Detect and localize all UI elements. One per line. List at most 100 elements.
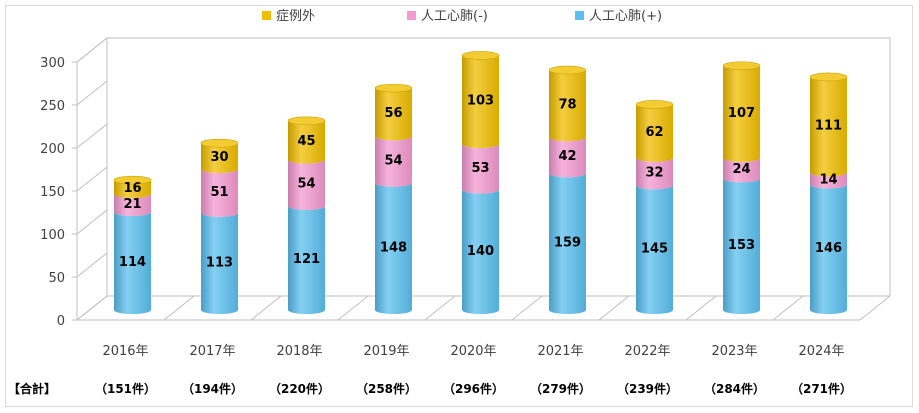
- bar-segment: [549, 137, 586, 178]
- bar-segment: [723, 65, 760, 162]
- y-tick-depth: [76, 209, 108, 235]
- data-label: 146: [815, 241, 842, 256]
- bar-segment: [810, 76, 847, 177]
- data-label: 56: [384, 106, 402, 121]
- x-category-label: 2021年: [537, 344, 583, 359]
- bar-cap: [722, 61, 761, 71]
- bar-segment: [201, 212, 239, 314]
- x-category-label: 2016年: [102, 344, 148, 359]
- legend-swatch: [407, 11, 416, 20]
- data-label: 54: [384, 154, 402, 169]
- bar-cap: [635, 100, 674, 109]
- legend-swatch: [262, 11, 271, 20]
- data-label: 45: [297, 134, 315, 149]
- y-axis-ticks: 0 50 100 150 200 250 300: [40, 37, 108, 329]
- y-tick-label: 150: [40, 185, 65, 200]
- data-label: 54: [297, 177, 315, 192]
- data-label: 53: [471, 161, 489, 176]
- x-axis-categories: 2016年 2017年 2018年 2019年 2020年 2021年 2022年 2023年…: [102, 344, 844, 359]
- data-label: 111: [815, 119, 842, 134]
- bar-cap: [461, 51, 500, 60]
- y-tick-label: 50: [48, 271, 65, 286]
- bar-segment: [114, 180, 152, 198]
- bar-segment: [462, 144, 499, 194]
- y-tick-label: 200: [40, 142, 65, 157]
- data-label: 30: [210, 150, 228, 165]
- x-category-label: 2023年: [711, 344, 757, 359]
- bar-segment: [810, 184, 847, 314]
- bar-segment: [288, 159, 325, 210]
- bar-segment: [375, 182, 413, 314]
- total-label: （220件）: [269, 381, 330, 396]
- y-tick-label: 250: [40, 99, 65, 114]
- bar-segment: [288, 120, 325, 164]
- data-label: 114: [119, 255, 146, 270]
- total-label: （151件）: [95, 381, 156, 396]
- bar-segment: [462, 55, 499, 149]
- totals-row: 【合計】 （151件） （194件） （220件） （258件） （296件） （279件…: [8, 381, 852, 396]
- floor-right: [859, 295, 891, 321]
- data-label: 148: [380, 240, 407, 255]
- bar-cap: [809, 72, 848, 82]
- floor-divider: [337, 295, 369, 321]
- x-category-label: 2020年: [450, 344, 496, 359]
- bar-segment: [288, 205, 325, 314]
- chart-frame: [5, 5, 913, 407]
- data-label: 78: [558, 98, 576, 113]
- total-label: （271件）: [791, 381, 852, 396]
- y-tick-depth: [76, 252, 108, 278]
- bar-segment: [114, 211, 152, 314]
- bar-cap: [113, 175, 152, 185]
- bar-segment: [114, 193, 152, 216]
- bar-segment: [549, 173, 586, 314]
- y-tick-label: 300: [40, 56, 65, 71]
- bar-segment: [375, 136, 413, 187]
- bar-segment: [636, 185, 673, 314]
- data-label: 140: [467, 244, 494, 259]
- totals-heading: 【合計】: [8, 381, 56, 396]
- x-category-label: 2019年: [363, 344, 409, 359]
- y-tick-depth: [76, 123, 108, 149]
- bar-segment: [723, 157, 760, 183]
- bar-segment: [549, 70, 586, 142]
- legend-item: 症例外: [262, 9, 315, 24]
- data-label: 159: [554, 236, 581, 251]
- y-tick-label: 0: [57, 314, 65, 329]
- data-label: 24: [732, 162, 750, 177]
- bars: [113, 51, 848, 314]
- y-tick-label: 100: [40, 228, 65, 243]
- x-category-label: 2024年: [798, 344, 844, 359]
- bar-segment: [810, 172, 847, 189]
- total-label: （194件）: [182, 381, 243, 396]
- total-label: （284件）: [704, 381, 765, 396]
- data-label: 62: [645, 125, 663, 140]
- total-label: （279件）: [530, 381, 591, 396]
- floor-divider: [685, 295, 717, 321]
- data-label: 107: [728, 106, 755, 121]
- data-label: 21: [123, 197, 141, 212]
- x-category-label: 2022年: [624, 344, 670, 359]
- bar-segment: [201, 143, 239, 173]
- floor-divider: [511, 295, 543, 321]
- legend-label: 人工心肺(+): [589, 9, 662, 24]
- bar-segment: [723, 178, 760, 314]
- bar-segment: [636, 157, 673, 190]
- y-tick-depth: [76, 80, 108, 106]
- data-label: 51: [210, 185, 228, 200]
- y-tick-depth: [76, 295, 108, 321]
- floor-divider: [598, 295, 630, 321]
- legend-item: 人工心肺(+): [575, 9, 662, 24]
- floor-divider: [163, 295, 195, 321]
- bar-cap: [287, 116, 326, 126]
- bar-cap: [548, 65, 587, 75]
- floor-divider: [250, 295, 282, 321]
- total-label: （296件）: [443, 381, 504, 396]
- data-label: 42: [558, 149, 576, 164]
- data-label: 14: [819, 172, 837, 187]
- data-label: 145: [641, 242, 668, 257]
- bar-segment: [462, 189, 499, 314]
- data-label: 113: [206, 255, 233, 270]
- bar-segment: [636, 104, 673, 162]
